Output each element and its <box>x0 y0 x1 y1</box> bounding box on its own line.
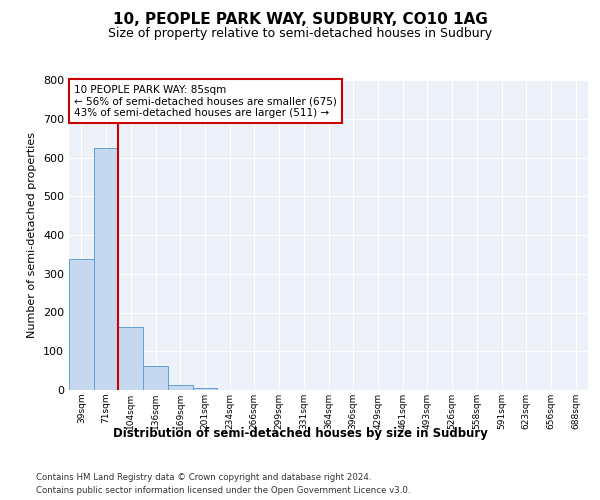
Bar <box>143 366 168 390</box>
Text: 10, PEOPLE PARK WAY, SUDBURY, CO10 1AG: 10, PEOPLE PARK WAY, SUDBURY, CO10 1AG <box>113 12 487 28</box>
Bar <box>143 366 168 390</box>
Y-axis label: Number of semi-detached properties: Number of semi-detached properties <box>28 132 37 338</box>
Bar <box>118 327 143 390</box>
Text: 10 PEOPLE PARK WAY: 85sqm
← 56% of semi-detached houses are smaller (675)
43% of: 10 PEOPLE PARK WAY: 85sqm ← 56% of semi-… <box>74 84 337 118</box>
Bar <box>94 148 118 390</box>
Bar <box>69 259 94 390</box>
Bar <box>168 384 193 390</box>
Text: Size of property relative to semi-detached houses in Sudbury: Size of property relative to semi-detach… <box>108 28 492 40</box>
Bar <box>94 148 118 390</box>
Text: Contains public sector information licensed under the Open Government Licence v3: Contains public sector information licen… <box>36 486 410 495</box>
Text: Contains HM Land Registry data © Crown copyright and database right 2024.: Contains HM Land Registry data © Crown c… <box>36 472 371 482</box>
Bar <box>193 388 217 390</box>
Bar <box>168 384 193 390</box>
Bar <box>69 259 94 390</box>
Bar <box>193 388 217 390</box>
Text: Distribution of semi-detached houses by size in Sudbury: Distribution of semi-detached houses by … <box>113 428 487 440</box>
Bar <box>118 327 143 390</box>
